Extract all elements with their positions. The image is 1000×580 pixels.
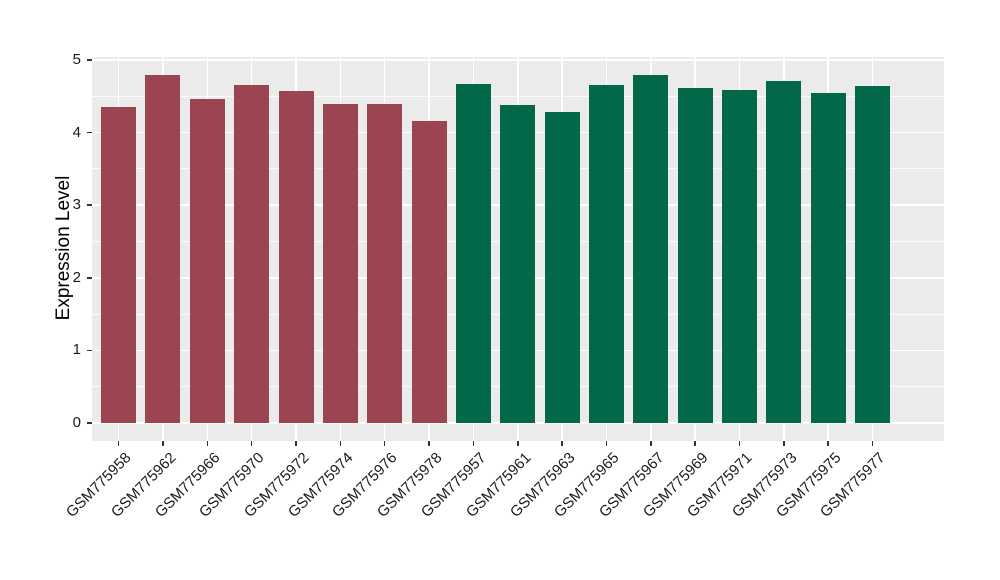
x-axis-tick — [738, 441, 741, 446]
x-axis-tick — [383, 441, 386, 446]
bar-GSM775978 — [411, 120, 447, 423]
x-axis-tick — [162, 441, 164, 446]
y-axis-tick-label: 4 — [72, 123, 81, 141]
bar-GSM775963 — [544, 112, 580, 423]
bar-GSM775973 — [766, 81, 802, 423]
bar-GSM775962 — [145, 75, 181, 423]
bar-GSM775972 — [278, 91, 314, 423]
y-axis-tick-label: 3 — [72, 196, 81, 214]
bar-GSM775970 — [234, 84, 270, 423]
bar-GSM775967 — [633, 74, 669, 423]
y-axis-tick-label: 1 — [72, 341, 81, 359]
x-axis-tick — [117, 441, 120, 446]
bar-GSM775958 — [101, 107, 137, 423]
x-axis-tick — [783, 441, 785, 446]
bar-GSM775971 — [721, 89, 757, 423]
bar-GSM775977 — [855, 86, 891, 423]
x-axis-tick — [605, 441, 608, 446]
y-axis-tick-label: 2 — [72, 268, 81, 286]
bar-GSM775966 — [189, 99, 225, 423]
bar-GSM775961 — [500, 105, 536, 423]
y-axis-tick — [86, 204, 92, 206]
bar-GSM775957 — [455, 83, 491, 423]
x-axis-tick — [827, 441, 829, 446]
bar-GSM775965 — [588, 85, 624, 423]
plot-panel — [92, 56, 944, 441]
x-axis-tick — [295, 441, 297, 446]
x-axis-tick — [339, 441, 342, 446]
x-axis-tick — [561, 441, 563, 446]
bar-GSM775975 — [810, 92, 846, 423]
y-axis-tick — [86, 59, 92, 61]
bar-GSM775974 — [322, 104, 358, 423]
bar-GSM775976 — [367, 104, 403, 423]
x-axis-tick — [871, 441, 874, 446]
x-axis-tick — [250, 441, 253, 446]
y-axis-tick — [86, 277, 92, 279]
x-axis-tick — [472, 441, 475, 446]
x-axis-tick — [206, 441, 209, 446]
bar-GSM775969 — [677, 87, 713, 423]
x-axis-tick — [694, 441, 696, 446]
y-axis-tick — [86, 349, 92, 352]
x-axis-tick — [517, 441, 519, 446]
x-axis-tick — [650, 441, 652, 446]
y-axis-tick — [86, 131, 92, 134]
y-axis-tick-label: 5 — [72, 51, 81, 68]
x-axis-tick — [428, 441, 430, 446]
y-axis-tick-label: 0 — [72, 414, 81, 431]
y-axis-tick — [86, 422, 92, 424]
